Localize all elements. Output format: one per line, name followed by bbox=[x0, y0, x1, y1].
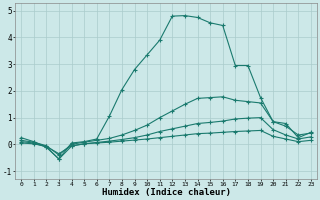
X-axis label: Humidex (Indice chaleur): Humidex (Indice chaleur) bbox=[101, 188, 230, 197]
